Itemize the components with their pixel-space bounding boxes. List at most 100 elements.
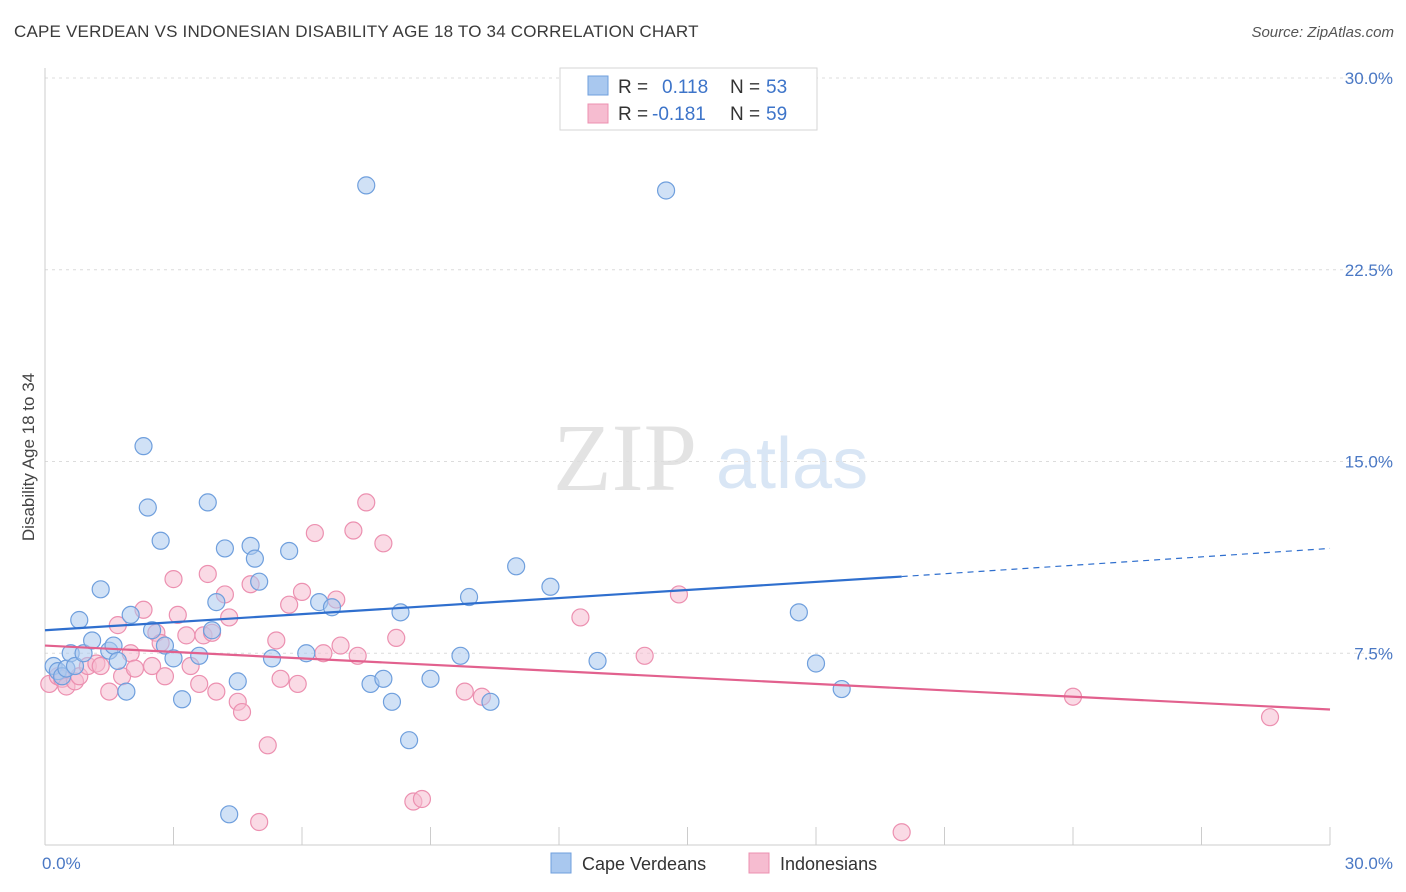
trend-line-cape-verdeans-extension xyxy=(901,547,1331,578)
indonesians-point-13 xyxy=(125,659,145,678)
bottom-legend-swatch-cape-verdeans xyxy=(550,852,572,874)
cape-verdean-point-53 xyxy=(832,679,851,699)
legend: R = 0.118 N = 53 R = -0.181 N = 59 xyxy=(559,67,818,131)
cape-verdean-point-26 xyxy=(215,539,234,558)
cape-verdean-point-22 xyxy=(190,646,209,665)
indonesians-point-9 xyxy=(100,682,119,701)
cape-verdean-point-40 xyxy=(382,692,402,711)
indonesians-point-33 xyxy=(250,812,269,832)
bottom-legend-label-cape-verdeans: Cape Verdeans xyxy=(582,854,706,874)
cape-verdean-point-28 xyxy=(228,672,247,691)
x-tick-label-min: 0.0% xyxy=(42,854,81,873)
cape-verdean-point-48 xyxy=(541,577,560,596)
legend-r-value-1: 0.118 xyxy=(662,77,708,98)
indonesians-point-8 xyxy=(91,656,110,676)
indonesians-point-18 xyxy=(155,667,175,686)
cape-verdean-point-9 xyxy=(91,580,110,599)
indonesians-point-31 xyxy=(232,702,252,722)
cape-verdean-point-7 xyxy=(74,644,93,663)
cape-verdean-point-21 xyxy=(172,690,192,709)
bottom-legend-swatch-indonesians xyxy=(748,852,770,874)
cape-verdean-point-43 xyxy=(421,669,440,688)
indonesians-point-36 xyxy=(271,669,290,688)
legend-swatch-cape-verdeans xyxy=(587,75,609,96)
indonesians-point-35 xyxy=(267,631,286,650)
trend-line-cape-verdeans xyxy=(44,575,902,632)
gridlines xyxy=(45,77,1392,654)
indonesians-point-53 xyxy=(571,608,590,627)
cape-verdean-point-52 xyxy=(806,654,826,673)
legend-r-label-2: R = xyxy=(618,104,648,125)
legend-n-value-1: 53 xyxy=(766,77,787,98)
indonesians-point-44 xyxy=(344,521,363,540)
indonesians-point-21 xyxy=(177,626,196,645)
cape-verdean-point-19 xyxy=(155,636,175,655)
indonesians-point-51 xyxy=(455,682,474,701)
y-tick-labels: 7.5% 15.0% 22.5% 30.0% xyxy=(1345,69,1393,663)
indonesians-point-40 xyxy=(305,523,324,543)
cape-verdean-point-14 xyxy=(121,605,140,625)
trend-line-indonesians xyxy=(44,644,1331,711)
cape-verdean-point-46 xyxy=(481,692,500,711)
trend-lines xyxy=(44,547,1331,711)
series-cape-verdeans xyxy=(44,176,851,824)
legend-swatch-indonesians xyxy=(587,103,609,124)
cape-verdean-point-47 xyxy=(507,557,526,576)
indonesians-point-37 xyxy=(280,595,299,614)
cape-verdean-point-17 xyxy=(142,621,162,640)
legend-n-label-2: N = xyxy=(730,104,760,125)
cape-verdean-point-32 xyxy=(262,649,282,668)
indonesians-point-46 xyxy=(357,493,376,512)
legend-n-value-2: 59 xyxy=(766,104,787,125)
y-tick-label-3: 30.0% xyxy=(1345,69,1393,88)
cape-verdean-point-25 xyxy=(207,593,226,612)
watermark-zip: ZIP xyxy=(553,404,697,511)
cape-verdean-point-44 xyxy=(451,646,470,665)
indonesians-point-55 xyxy=(669,585,689,604)
cape-verdean-point-13 xyxy=(117,682,136,701)
indonesians-point-56 xyxy=(892,823,911,842)
cape-verdean-point-37 xyxy=(357,176,376,195)
indonesians-point-39 xyxy=(292,582,312,601)
cape-verdean-point-24 xyxy=(202,621,222,640)
legend-r-label-1: R = xyxy=(618,77,648,98)
cape-verdean-point-41 xyxy=(391,603,410,622)
cape-verdean-point-20 xyxy=(164,649,183,668)
cape-verdean-point-27 xyxy=(220,805,239,824)
cape-verdean-point-51 xyxy=(789,603,808,622)
cape-verdean-point-12 xyxy=(108,651,127,671)
cape-verdean-point-18 xyxy=(151,531,170,550)
cape-verdean-point-6 xyxy=(70,610,89,630)
indonesians-point-25 xyxy=(198,564,217,584)
legend-n-label-1: N = xyxy=(730,77,760,98)
y-axis-label: Disability Age 18 to 34 xyxy=(19,373,38,541)
chart-source: Source: ZipAtlas.com xyxy=(1251,24,1394,41)
cape-verdean-point-31 xyxy=(250,572,269,591)
cape-verdean-point-5 xyxy=(65,656,85,676)
cape-verdean-point-8 xyxy=(83,631,102,650)
x-tick-marks xyxy=(44,827,1331,845)
legend-r-value-2: -0.181 xyxy=(652,104,706,125)
cape-verdean-point-11 xyxy=(104,636,123,655)
indonesians-point-54 xyxy=(635,646,654,665)
y-tick-label-1: 15.0% xyxy=(1345,453,1393,472)
indonesians-point-50 xyxy=(412,789,432,809)
cape-verdean-point-33 xyxy=(280,541,299,561)
indonesians-point-27 xyxy=(207,682,226,701)
indonesians-point-19 xyxy=(164,570,183,589)
cape-verdean-point-50 xyxy=(656,181,676,200)
cape-verdean-point-15 xyxy=(134,437,153,456)
cape-verdean-point-23 xyxy=(198,493,217,512)
indonesians-point-34 xyxy=(258,736,277,755)
bottom-legend: Cape Verdeans Indonesians xyxy=(550,852,877,874)
y-tick-label-2: 22.5% xyxy=(1345,261,1393,280)
indonesians-point-47 xyxy=(374,534,393,553)
x-tick-label-max: 30.0% xyxy=(1345,854,1393,873)
cape-verdean-point-42 xyxy=(399,731,419,750)
cape-verdean-point-30 xyxy=(245,549,264,568)
watermark-atlas: atlas xyxy=(716,424,868,504)
chart-title: CAPE VERDEAN VS INDONESIAN DISABILITY AG… xyxy=(14,22,699,41)
indonesians-point-58 xyxy=(1260,708,1280,727)
cape-verdean-point-16 xyxy=(138,498,157,517)
